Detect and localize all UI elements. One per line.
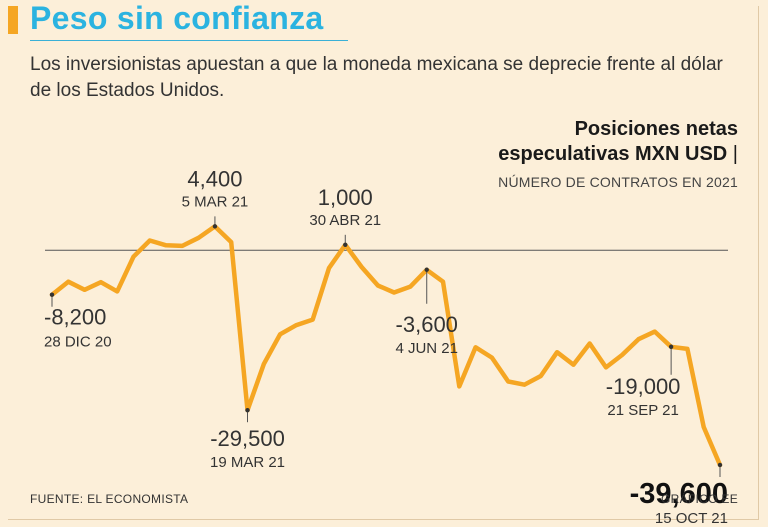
graphic-credit: GRÁFICO EE: [660, 492, 738, 506]
annotation-value: -39,600: [630, 478, 728, 510]
annotation-date: 15 OCT 21: [655, 510, 728, 527]
series-line: [49, 224, 723, 468]
annotation-date: 4 JUN 21: [395, 340, 458, 357]
annotation-value: 1,000: [318, 185, 373, 210]
annotation-value: -19,000: [606, 374, 681, 399]
annotation-marker: [343, 242, 348, 248]
page-subtitle: Los inversionistas apuestan a que la mon…: [30, 54, 723, 101]
chart-units-label: NÚMERO DE CONTRATOS EN 2021: [498, 174, 738, 190]
chart-title-line2: especulativas MXN USD: [498, 143, 728, 165]
annotation-value: 4,400: [187, 166, 242, 191]
annotation-marker: [245, 408, 250, 413]
annotation-date: 21 SEP 21: [607, 402, 678, 419]
annotation-value: -3,600: [396, 312, 458, 337]
title-accent-bar: [8, 6, 18, 34]
annotation-date: 5 MAR 21: [182, 193, 249, 210]
chart-title: Posiciones netas especulativas MXN USD |: [498, 117, 738, 167]
chart-title-separator: |: [732, 143, 738, 165]
annotation-date: 28 DIC 20: [44, 334, 112, 351]
chart-title-line1: Posiciones netas: [574, 118, 738, 140]
chart-title-line2-wrap: especulativas MXN USD |: [498, 142, 738, 167]
annotation-marker: [49, 292, 55, 297]
title-underline: [30, 40, 348, 41]
annotation-marker: [717, 462, 723, 468]
chart-frame: [8, 6, 759, 520]
annotation-value: -29,500: [210, 426, 285, 451]
annotation-marker: [668, 344, 674, 349]
page-title: Peso sin confianza: [30, 0, 324, 36]
annotation-value: -8,200: [44, 305, 106, 330]
annotation-marker: [212, 224, 218, 229]
annotation-marker: [424, 267, 429, 272]
source-note: FUENTE: EL ECONOMISTA: [30, 492, 189, 506]
annotation-date: 19 MAR 21: [210, 454, 285, 471]
annotation-date: 30 ABR 21: [309, 212, 381, 229]
